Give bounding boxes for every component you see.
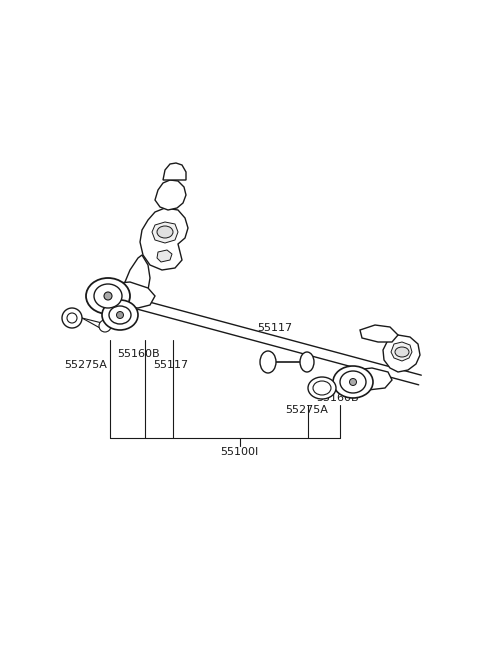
Polygon shape (163, 163, 186, 180)
Polygon shape (391, 342, 412, 361)
Polygon shape (125, 255, 150, 294)
Ellipse shape (340, 371, 366, 393)
Text: 55275A: 55275A (285, 405, 328, 415)
Text: 55117: 55117 (153, 360, 188, 370)
Ellipse shape (333, 366, 373, 398)
Ellipse shape (102, 300, 138, 330)
Ellipse shape (157, 226, 173, 238)
Polygon shape (360, 325, 398, 342)
Circle shape (104, 292, 112, 300)
Ellipse shape (109, 306, 131, 324)
Circle shape (117, 312, 123, 318)
Text: 55160B: 55160B (117, 349, 160, 359)
Polygon shape (140, 208, 188, 270)
Polygon shape (95, 288, 118, 307)
Polygon shape (157, 250, 172, 262)
Polygon shape (108, 282, 155, 308)
Text: 55160B: 55160B (316, 393, 359, 403)
Text: 55275A: 55275A (64, 360, 107, 370)
Circle shape (67, 313, 77, 323)
Circle shape (99, 320, 111, 332)
Text: 55117: 55117 (257, 323, 292, 333)
Circle shape (62, 308, 82, 328)
Polygon shape (383, 335, 420, 372)
Ellipse shape (86, 278, 130, 314)
Ellipse shape (94, 284, 122, 308)
Ellipse shape (395, 347, 409, 357)
Ellipse shape (308, 377, 336, 399)
Ellipse shape (300, 352, 314, 372)
Circle shape (349, 379, 357, 386)
Polygon shape (348, 368, 392, 390)
Text: 55100I: 55100I (220, 447, 258, 457)
Ellipse shape (313, 381, 331, 395)
Polygon shape (152, 222, 178, 243)
Polygon shape (155, 180, 186, 210)
Ellipse shape (260, 351, 276, 373)
